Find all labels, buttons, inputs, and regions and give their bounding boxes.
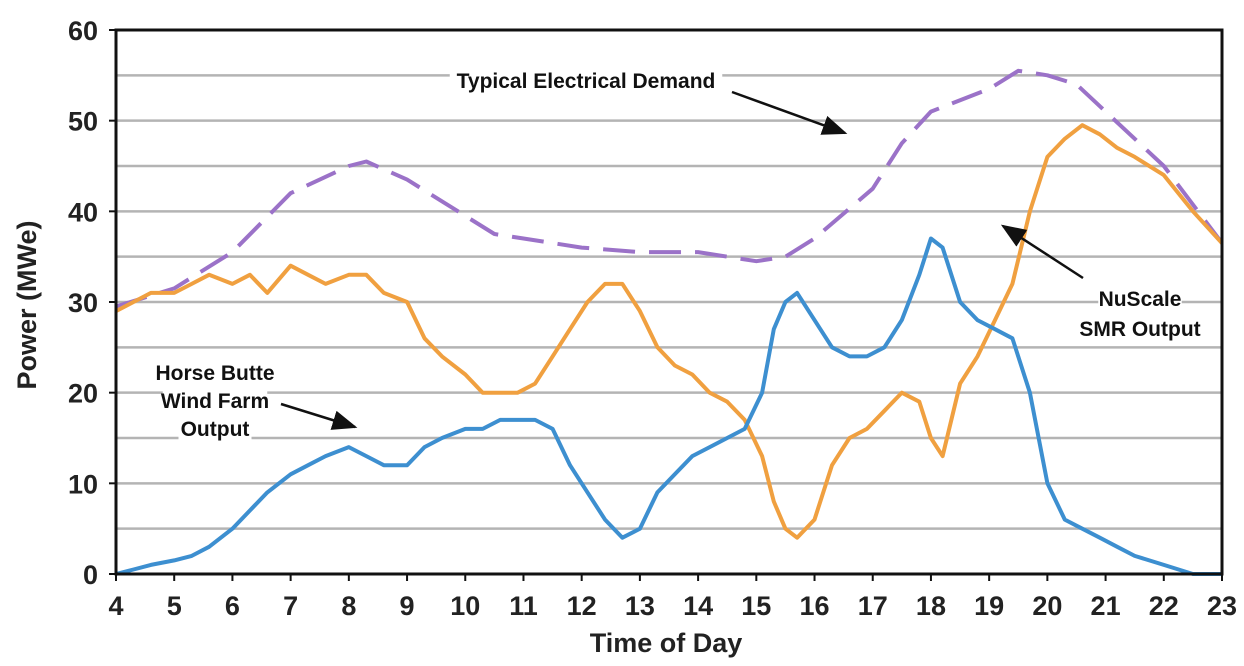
y-tick-label: 40 — [68, 197, 98, 227]
series-line-2 — [115, 236, 1222, 576]
x-tick-label: 17 — [858, 591, 888, 621]
x-axis-ticks: 4 5 6 7 8 9 10 11 12 13 14 15 16 17 18 19 20 21 22 23 — [108, 574, 1237, 621]
annotation-nuscale: NuScale SMR Output — [1000, 224, 1201, 342]
annotation-arrow — [731, 90, 848, 135]
x-tick-label: 19 — [974, 591, 1004, 621]
x-tick-label: 12 — [567, 591, 597, 621]
x-tick-label: 13 — [625, 591, 655, 621]
series-line-0 — [115, 68, 1224, 309]
y-tick-label: 60 — [68, 16, 98, 46]
y-tick-label: 10 — [68, 469, 98, 499]
y-axis-ticks: 0 10 20 30 40 50 60 — [68, 16, 116, 590]
x-tick-label: 4 — [108, 591, 123, 621]
y-tick-label: 50 — [68, 107, 98, 137]
annotation-background — [1098, 286, 1182, 312]
x-tick-label: 20 — [1032, 591, 1062, 621]
annotation-demand: Typical Electrical Demand — [449, 68, 848, 135]
y-axis-title: Power (MWe) — [12, 220, 42, 389]
annotation-label: Horse Butte — [155, 362, 274, 385]
annotation-wind: Horse Butte Wind Farm Output — [152, 360, 358, 442]
x-tick-label: 8 — [341, 591, 356, 621]
annotation-arrow — [1000, 224, 1084, 280]
x-tick-label: 11 — [509, 591, 538, 621]
series-layer — [115, 68, 1224, 576]
y-tick-label: 20 — [68, 379, 98, 409]
series-line-1 — [115, 123, 1224, 540]
y-tick-label: 0 — [83, 560, 98, 590]
annotation-label: Typical Electrical Demand — [457, 70, 716, 93]
gridlines — [116, 74, 1222, 530]
annotation-background — [178, 416, 252, 442]
x-tick-label: 10 — [450, 591, 480, 621]
x-tick-label: 5 — [167, 591, 182, 621]
x-tick-label: 15 — [741, 591, 771, 621]
x-tick-label: 23 — [1207, 591, 1237, 621]
annotation-background — [1082, 316, 1198, 342]
annotation-label: Wind Farm — [161, 390, 269, 413]
annotation-label: Output — [181, 418, 250, 441]
annotation-arrow — [280, 402, 358, 430]
annotations: Typical Electrical Demand NuScale SMR Outp… — [152, 68, 1201, 442]
x-tick-label: 21 — [1091, 591, 1121, 621]
x-axis-title: Time of Day — [590, 628, 743, 658]
annotation-label: NuScale — [1099, 288, 1182, 311]
x-tick-label: 16 — [800, 591, 830, 621]
annotation-background — [152, 360, 278, 386]
x-tick-label: 14 — [683, 591, 713, 621]
annotation-label: SMR Output — [1079, 318, 1200, 341]
x-tick-label: 18 — [916, 591, 946, 621]
x-tick-label: 7 — [283, 591, 298, 621]
annotation-background — [162, 388, 268, 414]
y-tick-label: 30 — [68, 288, 98, 318]
annotation-background — [449, 68, 723, 94]
x-tick-label: 6 — [225, 591, 240, 621]
x-tick-label: 9 — [400, 591, 415, 621]
x-tick-label: 22 — [1149, 591, 1179, 621]
